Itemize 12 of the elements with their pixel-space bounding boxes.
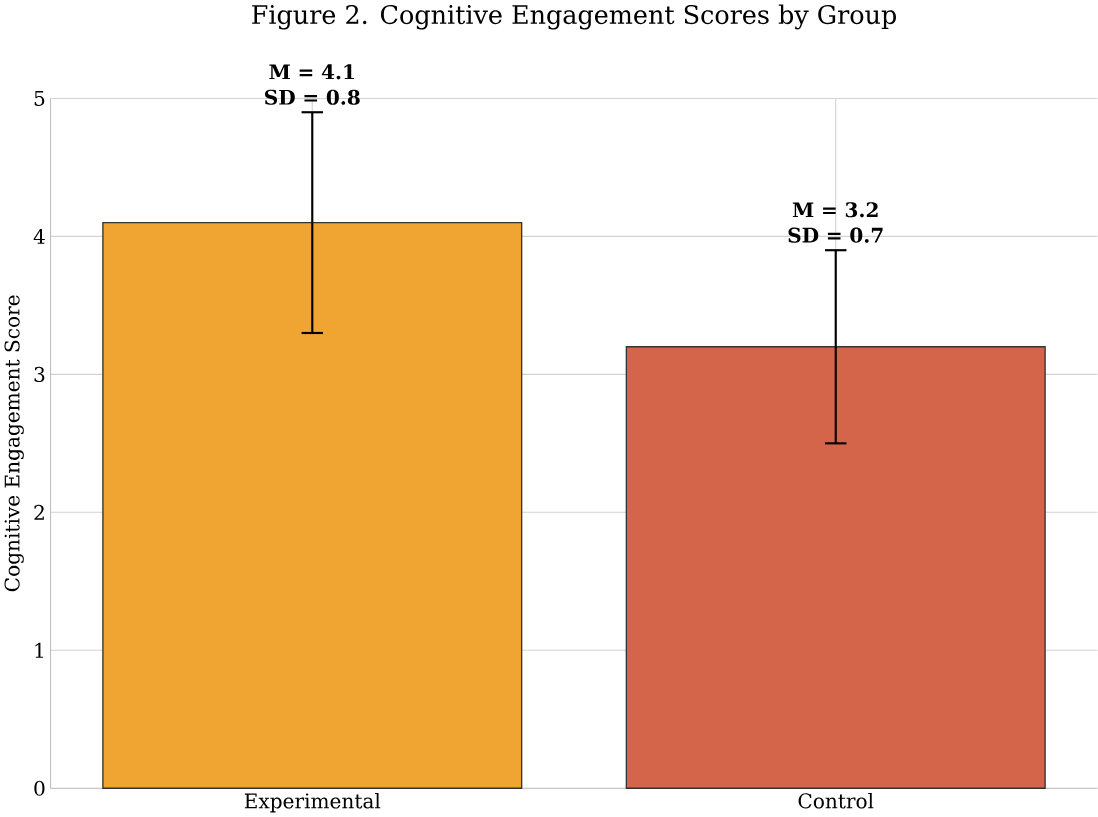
y-tick-label: 0 <box>34 780 45 796</box>
y-tick-label: 1 <box>35 642 43 658</box>
y-tick-label: 3 <box>34 366 45 383</box>
chart-title: Figure 2. Cognitive Engagement Scores by Group <box>252 4 896 30</box>
x-tick-label: Experimental <box>244 793 381 813</box>
y-axis-title: Cognitive Engagement Score <box>4 295 24 592</box>
x-tick-label: Control <box>798 793 874 809</box>
y-tick-label: 2 <box>34 504 44 520</box>
annotation: M = 3.2 SD = 0.7 <box>788 202 883 243</box>
y-tick-label: 4 <box>33 229 45 244</box>
annotation: M = 4.1 SD = 0.8 <box>265 64 360 105</box>
y-tick-label: 5 <box>34 91 45 106</box>
